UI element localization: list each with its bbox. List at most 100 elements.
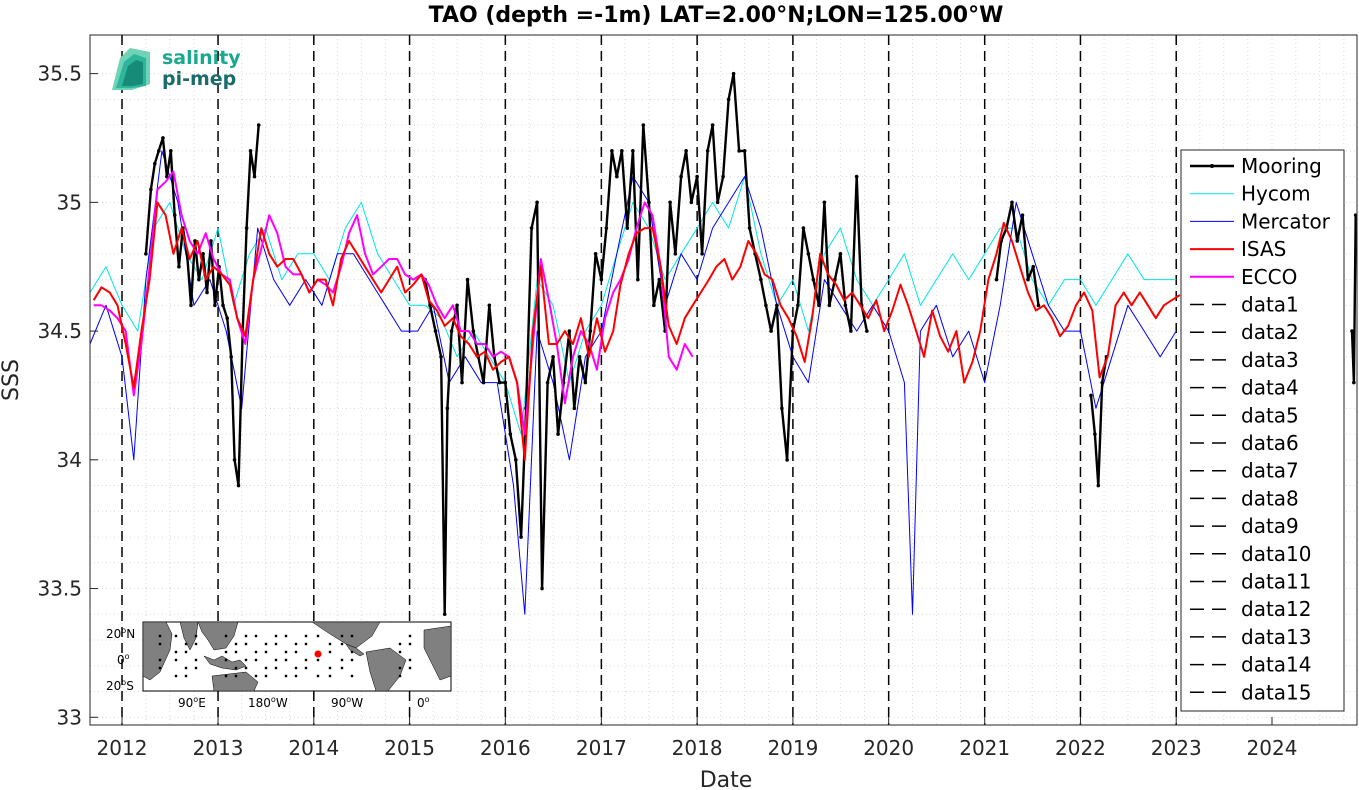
mooring-dot [254,658,258,662]
series-point-mooring [796,303,800,308]
series-point-mooring [232,458,237,462]
series-point-mooring [545,380,550,385]
legend-item: Mooring [1190,154,1322,178]
series-point-mooring [769,329,773,333]
series-point-mooring [535,200,539,205]
series-point-mooring [599,277,604,282]
series-point-mooring [248,149,253,153]
series-point-mooring [737,149,741,153]
axes-background [90,35,1357,725]
logo-text-pi-mep: pi-mep [162,68,236,90]
series-point-mooring [1015,239,1020,243]
mooring-dot [408,634,412,638]
mooring-dot [174,650,178,654]
mooring-dot [316,634,320,638]
mooring-dot [274,642,278,646]
mooring-dot [350,650,354,654]
series-point-mooring [439,355,443,359]
series-point-mooring [615,174,619,179]
series-point-mooring [244,226,249,230]
series-point-mooring [726,97,731,102]
x-tick-label: 2012 [97,736,148,760]
legend-box [1180,149,1345,712]
series-point-mooring [169,149,173,153]
logo-text-salinity: salinity [162,47,241,69]
series-point-mooring [156,149,161,153]
x-tick-label: 2018 [672,736,723,760]
mooring-dot [398,650,402,654]
series-line-ecco [93,170,694,436]
series-point-mooring [620,149,624,153]
mooring-dot [398,642,402,646]
series-point-mooring [715,200,720,205]
series-line-isas [92,201,1181,461]
mooring-dot [234,674,238,678]
legend-label: data11 [1241,570,1312,594]
land-west-africa [423,625,452,681]
land-south-america [365,647,407,692]
series-point-mooring [445,406,450,411]
legend-item: data5 [1190,403,1299,427]
series-point-mooring [647,200,651,205]
series-point-mooring [252,174,257,179]
series-point-mooring [1093,432,1097,436]
mooring-dot [174,658,178,662]
land-africa [142,621,173,681]
axes-box [89,34,1358,726]
series-point-mooring [514,458,518,462]
series-point-mooring [572,406,577,411]
series-point-mooring [747,226,752,230]
series-point-mooring [177,264,181,269]
map-lon-label-180w: 180oW [248,695,288,710]
mooring-dot [274,658,278,662]
series-point-mooring [161,136,165,140]
legend-item: data2 [1190,320,1299,344]
series-point-mooring [806,252,811,256]
legend-label: data1 [1241,293,1299,317]
mooring-dot [284,658,288,662]
series-point-mooring [785,458,789,462]
mooring-dot [398,674,402,678]
series-point-mooring [1036,303,1041,308]
land-india [179,621,199,651]
land-australia [211,671,259,692]
x-tick-label: 2017 [576,736,627,760]
series-point-mooring [433,329,438,333]
series-point-mooring [221,303,225,308]
series-point-mooring [721,174,725,179]
mooring-dot [294,666,298,670]
mooring-dot [328,666,332,670]
mooring-dot [294,674,298,678]
series-point-mooring [838,252,843,256]
series-point-mooring [503,380,508,385]
series-point-mooring [519,535,523,539]
mooring-dot [244,658,248,662]
series-point-mooring [1352,380,1356,385]
series-point-mooring [604,226,609,230]
mooring-dot [304,658,308,662]
series-point-mooring [610,149,614,153]
y-tick-label: 33.5 [37,577,82,601]
series-point-mooring [811,277,816,282]
legend-label: data4 [1241,376,1299,400]
inset-map-labels: 20oN 0o 20oS 90oE 180oW 90oW 0o [106,626,430,710]
series-point-mooring [1010,200,1014,205]
legend-item: data11 [1190,570,1312,594]
legend-item: data1 [1190,293,1299,317]
legend-item: data14 [1190,653,1312,677]
series-point-mooring [1350,329,1354,333]
legend-label: data7 [1241,459,1299,483]
legend-item: ISAS [1190,237,1286,261]
map-lat-label-20s: 20oS [106,678,134,693]
x-tick-label: 2022 [1055,736,1106,760]
legend-item: data4 [1190,376,1299,400]
legend-label: data13 [1241,625,1312,649]
series-point-mooring [465,277,470,282]
series-point-mooring [695,174,699,179]
series-point-mooring [209,239,213,243]
legend-label: data5 [1241,403,1299,427]
legend-item: data3 [1190,348,1299,372]
series-point-mooring [710,123,715,127]
series-point-mooring [455,303,459,308]
